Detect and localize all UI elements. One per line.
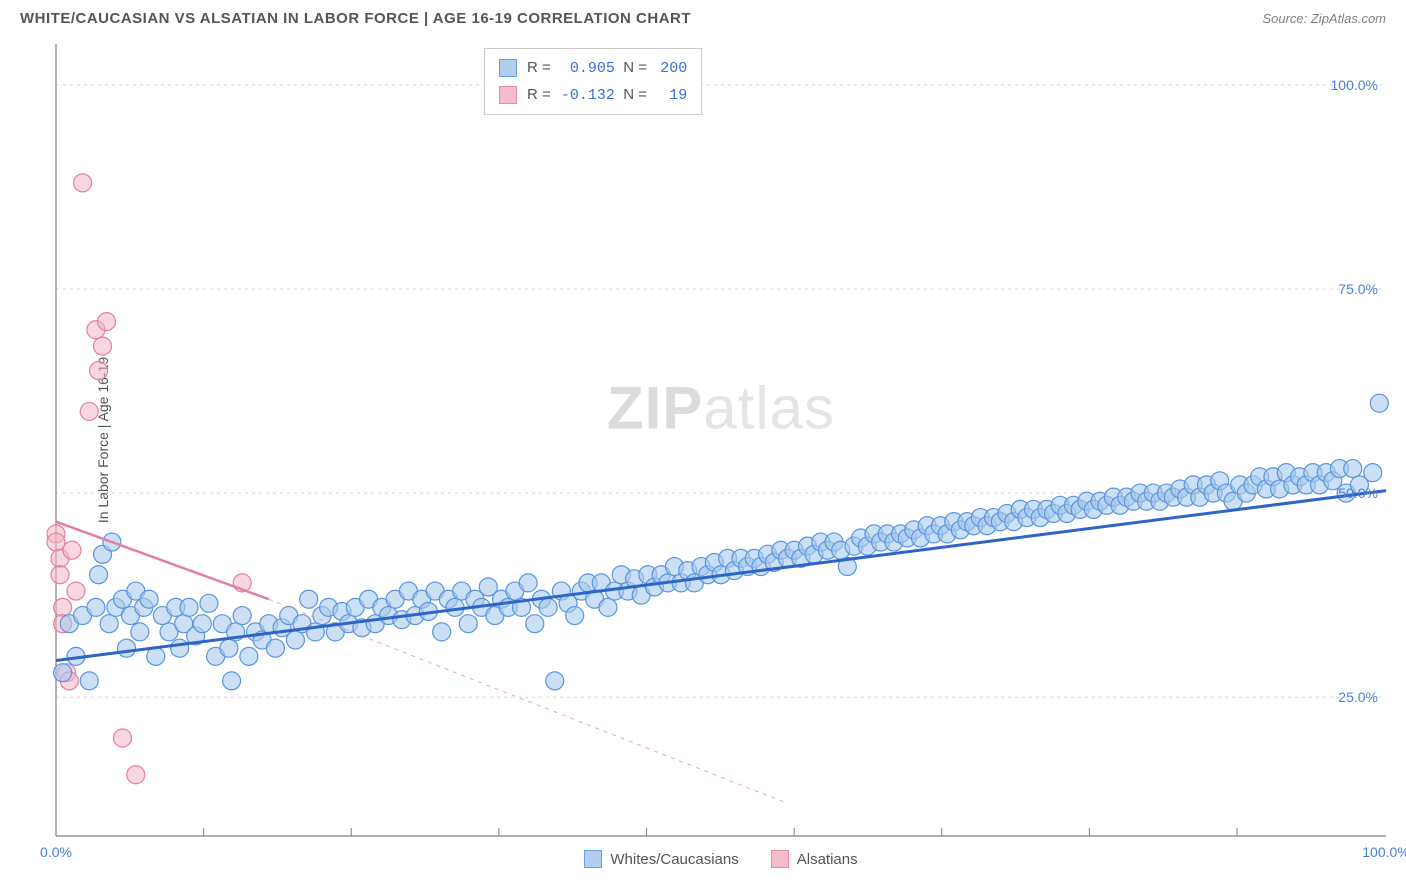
chart-plot-area: ZIPatlas R = 0.905 N = 200 R = -0.132 N … [56, 44, 1386, 836]
legend-item-blue: Whites/Caucasians [584, 850, 738, 868]
y-tick-label: 25.0% [1338, 689, 1378, 705]
y-tick-label: 100.0% [1331, 77, 1378, 93]
y-tick-label: 75.0% [1338, 281, 1378, 297]
stats-swatch-pink [499, 86, 517, 104]
bottom-legend: Whites/Caucasians Alsatians [56, 850, 1386, 868]
stats-row-pink: R = -0.132 N = 19 [499, 82, 687, 109]
stats-legend-box: R = 0.905 N = 200 R = -0.132 N = 19 [484, 48, 702, 115]
legend-swatch-blue [584, 850, 602, 868]
chart-title: WHITE/CAUCASIAN VS ALSATIAN IN LABOR FOR… [20, 10, 691, 27]
chart-source: Source: ZipAtlas.com [1262, 11, 1386, 26]
stats-swatch-blue [499, 59, 517, 77]
legend-item-pink: Alsatians [771, 850, 858, 868]
legend-swatch-pink [771, 850, 789, 868]
stats-row-blue: R = 0.905 N = 200 [499, 55, 687, 82]
legend-label-blue: Whites/Caucasians [610, 851, 738, 868]
y-tick-label: 50.0% [1338, 485, 1378, 501]
legend-label-pink: Alsatians [797, 851, 858, 868]
